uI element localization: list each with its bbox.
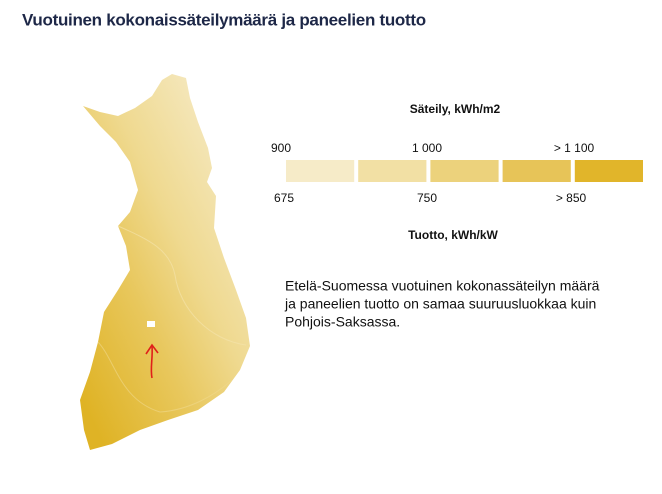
finland-map xyxy=(80,74,250,450)
legend-swatch xyxy=(574,160,643,182)
legend-top-label: Säteily, kWh/m2 xyxy=(410,102,501,116)
legend-bottom-tick: > 850 xyxy=(556,191,587,205)
legend-top-tick: > 1 100 xyxy=(554,141,595,155)
note-line: ja paneelien tuotto on samaa suuruusluok… xyxy=(284,296,596,312)
legend-bottom-tick: 750 xyxy=(417,191,437,205)
zone-border xyxy=(117,225,247,346)
note-line: Pohjois-Saksassa. xyxy=(285,314,400,330)
lake xyxy=(147,321,155,327)
zone-border xyxy=(97,341,233,413)
legend-top-tick: 900 xyxy=(271,141,291,155)
legend-top-tick: 1 000 xyxy=(412,141,442,155)
note: Etelä-Suomessa vuotuinen kokonassäteilyn… xyxy=(284,278,600,330)
legend: Säteily, kWh/m2 900 1 000 > 1 100 675 750 > … xyxy=(271,102,643,242)
map xyxy=(80,74,250,450)
title: Vuotuinen kokonaissäteilymäärä ja paneel… xyxy=(22,10,426,29)
note-line: Etelä-Suomessa vuotuinen kokonassäteilyn… xyxy=(285,278,600,294)
legend-swatch xyxy=(502,160,571,182)
legend-swatch xyxy=(430,160,499,182)
legend-bottom-label: Tuotto, kWh/kW xyxy=(408,228,498,242)
legend-bottom-tick: 675 xyxy=(274,191,294,205)
arrow xyxy=(145,343,159,379)
legend-swatch xyxy=(286,160,355,182)
legend-swatch xyxy=(358,160,427,182)
